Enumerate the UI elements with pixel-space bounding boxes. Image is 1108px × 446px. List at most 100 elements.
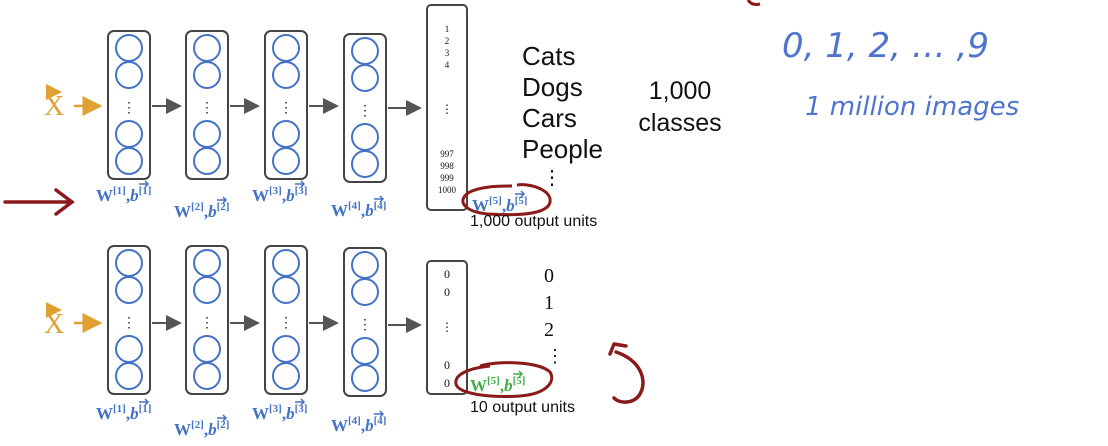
weight-label-2: W[2],b[2]: [174, 201, 229, 221]
neuron: [272, 147, 300, 175]
red-curved-arrow: [608, 342, 645, 404]
class-name: 0: [544, 265, 554, 287]
output-layer-top: 1 2 3 4 ⋮ 997 998 999 1000: [426, 4, 468, 211]
class-ellipsis: ⋮: [546, 346, 564, 366]
vector-arrow-icon: [513, 370, 524, 378]
b-vector-arrows-top: [139, 180, 526, 204]
bottom-network: X ⋮ ⋮ ⋮: [44, 245, 645, 439]
neuron: [351, 251, 379, 279]
class-name: Cats: [522, 41, 575, 71]
ellipsis: ⋮: [200, 314, 214, 330]
class-name: 1: [544, 292, 554, 314]
weight-label-1: W[1],b[1]: [96, 185, 151, 205]
vector-arrow-icon: [295, 398, 306, 406]
weight-labels-top: W[1],b[1] W[2],b[2] W[3],b[3] W[4],b[4] …: [96, 185, 527, 221]
neuron: [193, 335, 221, 363]
neuron: [193, 120, 221, 148]
vector-arrow-icon: [515, 190, 526, 198]
partial-red-mark: [746, 0, 761, 6]
ellipsis: ⋮: [122, 99, 136, 115]
neuron: [351, 64, 379, 92]
class-count: 1,000: [649, 77, 712, 105]
ellipsis: ⋮: [358, 316, 372, 332]
neuron: [272, 120, 300, 148]
output-box: [426, 4, 468, 211]
vector-arrow-icon: [217, 196, 228, 204]
weight-label-5: W[5],b[5]: [470, 375, 525, 395]
red-arrow-top: [3, 188, 75, 216]
neuron: [272, 276, 300, 304]
output-units-label: 10 output units: [470, 399, 575, 416]
neuron: [115, 362, 143, 390]
neuron: [272, 335, 300, 363]
top-network: X ⋮ ⋮ ⋮: [3, 4, 722, 230]
output-value: 0: [444, 376, 450, 390]
class-list: Cats Dogs Cars People ⋮: [522, 41, 603, 189]
hidden-layer-1: ⋮: [107, 30, 151, 180]
ellipsis: ⋮: [279, 99, 293, 115]
images-note: 1 million images: [805, 92, 1019, 122]
vector-arrow-icon: [217, 414, 228, 422]
class-name: Cars: [522, 103, 577, 133]
weight-label-5-green: W[5],b[5]: [470, 375, 525, 395]
hidden-layer-3: ⋮: [264, 245, 308, 395]
hidden-layer-2: ⋮: [185, 245, 229, 395]
ellipsis: ⋮: [122, 314, 136, 330]
output-index: 1000: [438, 185, 457, 195]
neuron: [193, 276, 221, 304]
output-box: [426, 260, 468, 395]
neuron: [272, 249, 300, 277]
vector-arrow-icon: [139, 398, 150, 406]
neuron: [272, 34, 300, 62]
layer-box: [107, 30, 151, 180]
neuron: [193, 61, 221, 89]
weight-label-2: W[2],b[2]: [174, 419, 229, 439]
output-ellipsis: ⋮: [441, 102, 453, 116]
output-index: 4: [445, 60, 450, 70]
neuron: [193, 147, 221, 175]
ellipsis: ⋮: [358, 102, 372, 118]
hidden-layer-3: ⋮: [264, 30, 308, 180]
neuron: [351, 150, 379, 178]
output-index: 999: [440, 173, 454, 183]
output-ellipsis: ⋮: [441, 320, 453, 334]
output-index: 997: [440, 149, 454, 159]
vector-arrow-icon: [295, 180, 306, 188]
weight-label-4: W[4],b[4]: [331, 200, 386, 220]
output-index: 2: [445, 36, 450, 46]
class-name: 2: [544, 319, 554, 341]
weight-label-3: W[3],b[3]: [252, 185, 307, 205]
neuron: [351, 364, 379, 392]
class-name: Dogs: [522, 72, 583, 102]
neuron: [351, 337, 379, 365]
neuron: [115, 147, 143, 175]
ellipsis: ⋮: [279, 314, 293, 330]
weight-label-5: W[5],b[5]: [472, 195, 527, 215]
weight-label-4: W[4],b[4]: [331, 415, 386, 435]
neuron: [351, 37, 379, 65]
neuron: [272, 362, 300, 390]
neuron: [115, 335, 143, 363]
output-index: 1: [445, 24, 450, 34]
output-index: 998: [440, 161, 454, 171]
layer-box: [185, 30, 229, 180]
output-units-label: 1,000 output units: [470, 213, 597, 230]
hidden-layer-2: ⋮: [185, 30, 229, 180]
output-index: 3: [445, 48, 450, 58]
layer-box: [343, 33, 387, 183]
neuron: [115, 34, 143, 62]
vector-arrow-icon: [139, 180, 150, 188]
layer-box: [264, 245, 308, 395]
hidden-layer-4: ⋮: [343, 247, 387, 397]
layer-box: [185, 245, 229, 395]
neuron: [193, 249, 221, 277]
output-value: 0: [444, 267, 450, 281]
weight-labels-bottom: W[1],b[1] W[2],b[2] W[3],b[3] W[4],b[4]: [96, 403, 386, 439]
neuron: [115, 249, 143, 277]
output-value: 0: [444, 285, 450, 299]
neuron: [193, 362, 221, 390]
neuron: [115, 120, 143, 148]
output-layer-bottom: 0 0 ⋮ 0 0: [426, 260, 468, 395]
input-label: X: [44, 309, 64, 340]
